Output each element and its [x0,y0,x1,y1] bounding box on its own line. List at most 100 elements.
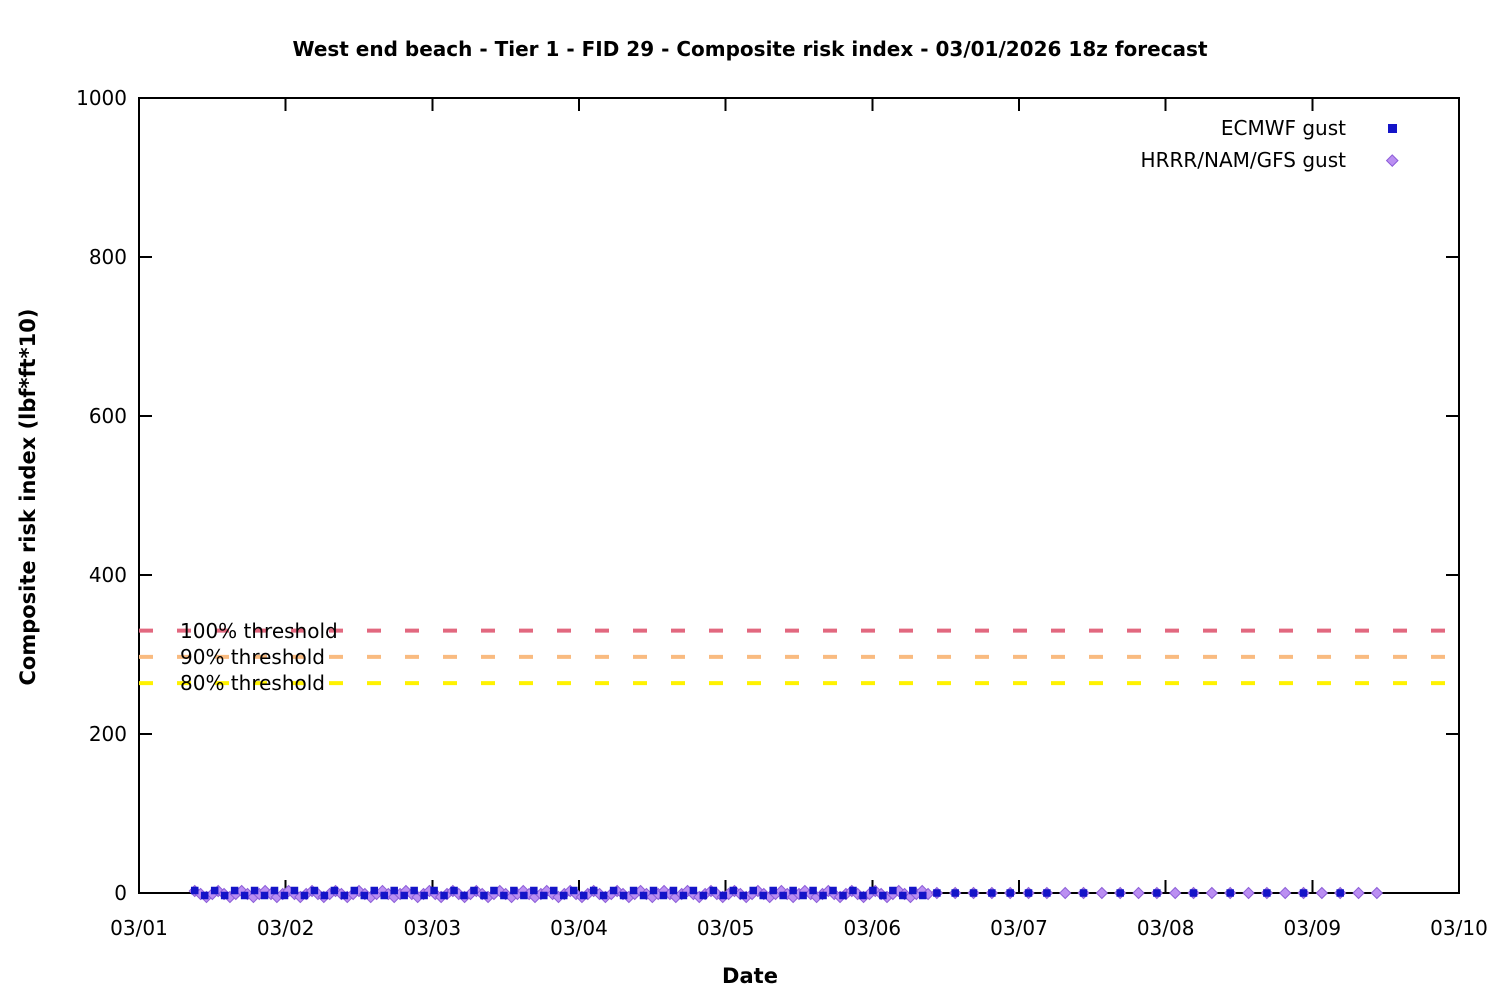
y-tick-label: 1000 [76,86,127,110]
square-marker [589,886,598,895]
square-marker [360,891,369,900]
square-marker [1189,889,1198,897]
x-tick-label: 03/09 [1283,916,1342,940]
square-marker [490,886,498,895]
square-marker [719,891,728,900]
square-marker [210,886,219,895]
square-marker [869,886,877,895]
square-marker [220,891,229,900]
square-marker [510,886,518,895]
diamond-marker [1352,886,1365,900]
square-marker [390,886,398,895]
square-marker [1116,889,1124,897]
square-marker [909,886,917,895]
square-marker [779,891,787,900]
square-marker [969,889,978,897]
square-marker [789,886,797,895]
x-tick-label: 03/08 [1136,916,1195,940]
square-marker [500,891,508,900]
square-marker [699,891,708,900]
diamond-icon [1386,153,1399,166]
x-tick-label: 03/06 [843,916,902,940]
square-marker [933,889,941,897]
square-marker [250,886,259,895]
square-marker [619,891,628,900]
x-tick-label: 03/04 [550,916,608,940]
x-tick-label: 03/01 [110,916,168,940]
square-marker [759,891,767,900]
square-marker [290,886,299,895]
square-marker [540,891,548,900]
x-tick-label: 03/02 [256,916,315,940]
square-marker [709,886,718,895]
square-marker [809,886,817,895]
square-marker [280,891,289,900]
square-marker [400,891,408,900]
square-marker [430,886,438,895]
square-marker [919,891,927,900]
legend-item-ecmwf: ECMWF gust [1221,115,1397,141]
square-marker [450,886,458,895]
square-marker [460,891,468,900]
square-marker [559,891,568,900]
legend-gap [1346,128,1388,129]
square-marker [829,886,837,895]
square-marker [1263,889,1271,897]
ecmwf-series [190,886,1344,900]
square-marker [849,886,857,895]
legend-label-hrrr-nam-gfs: HRRR/NAM/GFS gust [1140,148,1346,172]
y-tick-label: 0 [114,881,127,905]
legend-gap [1346,160,1388,161]
square-marker [230,886,239,895]
square-marker [1226,889,1234,897]
square-marker [889,886,897,895]
y-tick-label: 600 [88,404,127,428]
square-marker [629,886,638,895]
square-marker [1153,889,1161,897]
x-tick-label: 03/07 [990,916,1048,940]
square-marker [440,891,448,900]
diamond-marker [1132,886,1145,900]
square-marker [310,886,319,895]
square-marker [370,886,379,895]
square-marker [839,891,847,900]
square-marker [200,891,209,900]
diamond-marker [1058,886,1072,900]
x-tick-label: 03/05 [696,916,755,940]
y-tick-label: 400 [88,563,127,587]
diamond-marker [1278,886,1292,900]
diamond-marker [1168,886,1182,900]
square-marker [240,891,249,900]
square-marker [689,886,698,895]
square-marker [340,891,349,900]
square-marker [739,891,748,900]
square-marker [769,886,777,895]
square-marker [859,891,867,900]
square-marker [350,886,359,895]
square-marker [599,891,608,900]
threshold-label-90: 90% threshold [180,644,325,669]
square-marker [420,891,428,900]
legend-label-ecmwf: ECMWF gust [1220,116,1346,140]
diamond-marker [1242,886,1255,900]
square-marker [669,886,678,895]
x-tick-label: 03/10 [1430,916,1488,940]
plot-border [138,97,1460,894]
legend-item-hrrr-nam-gfs: HRRR/NAM/GFS gust [1140,147,1399,173]
square-marker [1006,889,1014,897]
square-marker [410,886,418,895]
square-marker [520,891,528,900]
square-marker [729,886,738,895]
diamond-marker [1370,886,1384,900]
square-marker [380,891,388,900]
square-marker [1024,889,1033,897]
square-marker [609,886,618,895]
square-marker [749,886,757,895]
square-marker [679,891,688,900]
square-marker [569,886,578,895]
y-tick-label: 800 [88,245,127,269]
square-marker [799,891,807,900]
square-marker [530,886,538,895]
square-marker [988,889,996,897]
